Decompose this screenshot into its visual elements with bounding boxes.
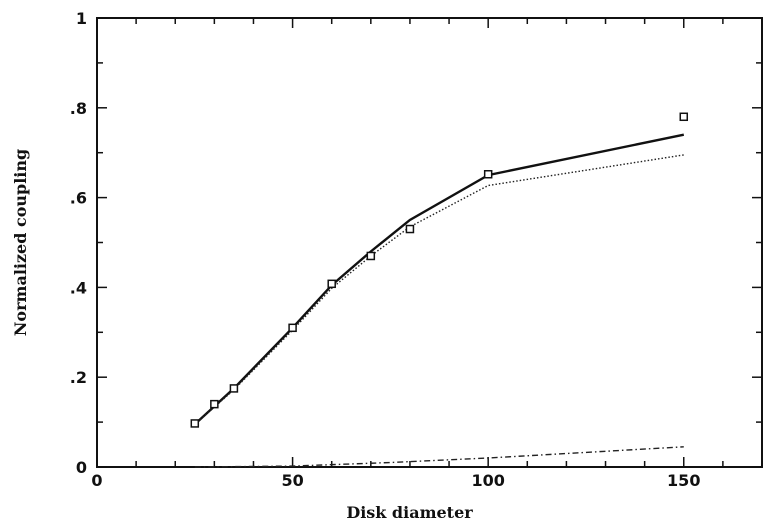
series-line-dash-dot [194, 446, 684, 468]
y-tick-label: 0 [76, 458, 87, 477]
marker-layer [190, 112, 689, 428]
series-layer [193, 133, 685, 468]
x-tick-label: 50 [281, 471, 303, 490]
y-tick-label: .4 [70, 278, 87, 297]
plot-frame [96, 17, 763, 468]
data-point-marker [483, 170, 493, 179]
y-tick-label: .8 [70, 99, 87, 118]
x-tick-label: 150 [667, 471, 700, 490]
y-tick-label: 1 [76, 9, 87, 28]
data-point-marker [679, 112, 689, 122]
axis-ticks [96, 17, 763, 468]
x-tick-label: 100 [471, 471, 504, 490]
data-point-marker [229, 384, 239, 393]
series-line-dotted [194, 154, 684, 425]
data-point-marker [366, 251, 376, 261]
data-point-marker [327, 279, 336, 289]
data-point-marker [288, 323, 297, 333]
data-point-marker [190, 419, 200, 428]
y-tick-label: .6 [70, 189, 87, 208]
x-axis-label: Disk diameter [346, 503, 473, 522]
data-point-marker [405, 224, 415, 234]
data-point-marker [210, 399, 219, 409]
tick-labels: 0 50 100 150 0 .2 .4 .6 .8 1 [70, 9, 701, 490]
y-tick-label: .2 [70, 368, 87, 387]
y-axis-label: Normalized coupling [11, 149, 30, 336]
x-tick-label: 0 [91, 471, 102, 490]
series-line-solid [193, 133, 685, 426]
